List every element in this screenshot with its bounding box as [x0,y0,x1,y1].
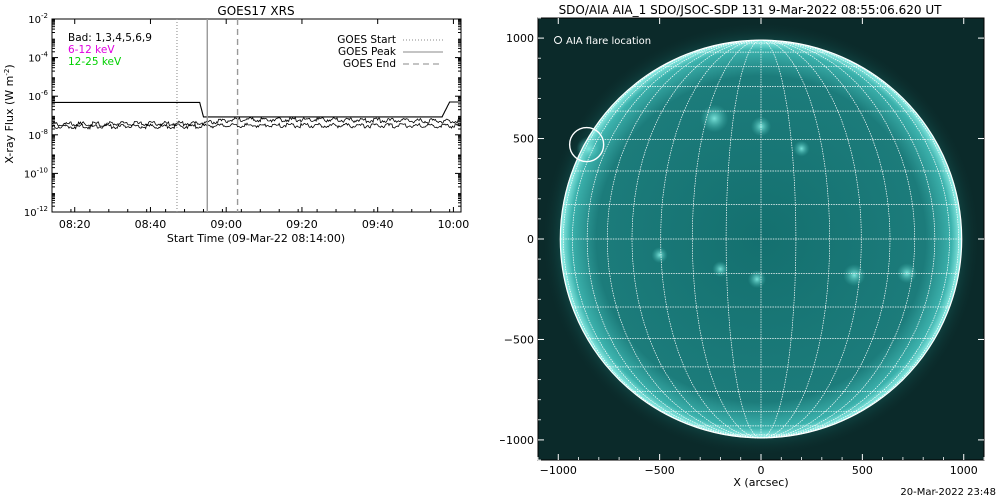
goes-y-tick-label: 10-12 [24,205,48,219]
active-region-glow [712,261,729,278]
longitude-grid-line [760,39,916,439]
longitude-grid-line [606,39,762,439]
longitude-grid-line [562,39,762,439]
active-region-glow [843,264,866,287]
longitude-grid-line [586,39,762,439]
aia-x-tick-label: 0 [758,464,765,477]
goes-x-tick-label: 09:40 [362,218,394,231]
goes-y-tick-label: 10-10 [24,166,48,180]
longitude-grid-line [760,39,936,439]
goes-y-tick-label: 10-2 [28,12,48,26]
goes-x-tick-label: 08:20 [59,218,91,231]
aia-x-tick-label: 500 [852,464,873,477]
goes-flux-series-3 [51,122,462,130]
footer-timestamp: 20-Mar-2022 23:48 [900,487,996,498]
flare-legend-marker [554,36,562,44]
longitude-grid-line [760,39,830,439]
longitude-grid-line [725,39,762,439]
goes-xrs-chart: GOES17 XRS 08:20 08:40 09:00 09:20 09:40 10:0… [3,4,470,245]
goes-y-axis-label: X-ray Flux (W m-2) [3,64,16,163]
active-region-glow [576,136,601,161]
goes-right-legend-label: GOES Start [337,34,396,46]
goes-y-tick-label: 10-6 [28,89,48,103]
goes-x-tick-label: 09:20 [286,218,318,231]
goes-x-tick-label: 08:40 [135,218,167,231]
flare-legend-label: AIA flare location [566,36,651,47]
goes-x-tick-label: 10:00 [438,218,470,231]
aia-x-tick-label: −1000 [540,464,577,477]
aia-y-tick-label: 1000 [506,32,534,45]
goes-y-tick-label: 10-8 [28,128,48,142]
aia-x-tick-label: −500 [645,464,675,477]
aia-y-tick-label: −500 [504,333,534,346]
aia-x-axis-label: X (arcsec) [733,476,788,489]
goes-x-tick-label: 09:00 [210,218,242,231]
goes-x-axis-label: Start Time (09-Mar-22 08:14:00) [167,232,345,245]
aia-y-tick-label: 500 [513,133,534,146]
aia-x-tick-label: 1000 [950,464,978,477]
active-region-glow [700,104,729,133]
flare-location-circle [568,126,605,163]
longitude-grid-line [760,39,960,439]
aia-y-tick-label: 0 [527,233,534,246]
active-region-glow [651,247,668,264]
longitude-grid-line [760,39,797,439]
goes-right-legend-label: GOES Peak [338,46,397,58]
goes-right-legend-label: GOES End [343,58,396,70]
goes-y-tick-label: 10-4 [28,51,48,65]
goes-left-legend-entry: 12-25 keV [68,56,122,68]
aia-y-tick-label: −1000 [500,434,534,447]
goes-plot-frame [51,18,462,213]
solar-limb-outline [559,39,963,439]
longitude-grid-line [692,39,762,439]
longitude-grid-line [760,39,862,439]
goes-left-legend-entry: 6-12 keV [68,44,115,56]
goes-flux-series-2 [51,116,462,127]
active-region-glow [747,270,767,289]
longitude-grid-line [760,39,891,439]
aia-chart-title: SDO/AIA AIA_1 SDO/JSOC-SDP 131 9-Mar-202… [559,3,943,17]
goes-flux-series-1 [52,101,461,118]
aia-solar-image: SDO/AIA AIA_1 SDO/JSOC-SDP 131 9-Mar-202… [500,3,985,489]
goes-chart-title: GOES17 XRS [217,4,294,18]
longitude-grid-line [660,39,762,439]
active-region-glow [793,140,810,157]
longitude-grid-line [631,39,762,439]
goes-left-legend-entry: Bad: 1,3,4,5,6,9 [68,32,152,44]
